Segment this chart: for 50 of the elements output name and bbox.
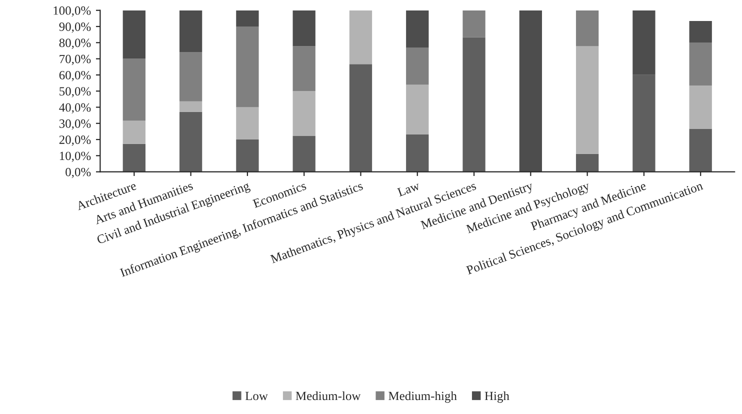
y-tick-label: 70,0% [60, 54, 91, 66]
y-tick-label: 90,0% [59, 22, 91, 33]
y-tick-label: 20,0% [59, 136, 91, 146]
bar [632, 10, 656, 75]
bar [689, 86, 712, 129]
bar [122, 58, 146, 121]
bar [349, 10, 372, 64]
bar [462, 37, 486, 172]
bar [179, 10, 202, 52]
y-tick-label: 80,0% [59, 38, 91, 49]
legend-label: Low [245, 392, 268, 400]
bar [462, 10, 486, 38]
bar [122, 120, 146, 144]
bar [179, 112, 202, 172]
y-tick-label: 40,0% [59, 103, 91, 114]
y-tick-label: 50,0% [60, 87, 91, 98]
bar [406, 84, 429, 135]
bar [122, 144, 146, 172]
legend-label: Medium-high [388, 391, 457, 403]
bar [689, 128, 712, 172]
y-tick-label: 0,0% [66, 168, 91, 178]
bar [406, 134, 429, 172]
bar [576, 154, 599, 172]
bar [689, 21, 712, 42]
bar [292, 10, 316, 46]
bar [576, 10, 599, 46]
bar [122, 10, 146, 59]
bar [179, 52, 202, 102]
legend-label: High [484, 391, 510, 403]
bar [689, 42, 712, 86]
bar [349, 64, 372, 172]
bar [236, 26, 259, 108]
bar [519, 10, 542, 172]
bar [292, 136, 316, 172]
bar [632, 74, 656, 172]
x-tick-label: Law [397, 181, 420, 197]
bar [179, 101, 202, 112]
y-tick-label: 30,0% [59, 119, 91, 130]
bar [292, 91, 316, 136]
bar [576, 46, 599, 154]
y-tick-label: 10,0% [60, 152, 91, 162]
y-tick-label: 100,0% [54, 6, 91, 17]
bar [406, 10, 429, 48]
bar [236, 10, 259, 26]
y-tick-label: 60,0% [59, 70, 91, 82]
legend-label: Medium-low [296, 391, 361, 400]
bar [292, 46, 316, 92]
bar [406, 47, 429, 85]
bar [236, 140, 259, 172]
bar [236, 107, 259, 140]
